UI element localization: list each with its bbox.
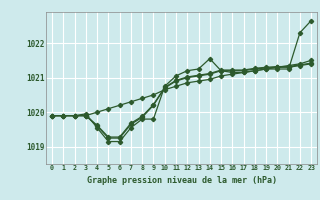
X-axis label: Graphe pression niveau de la mer (hPa): Graphe pression niveau de la mer (hPa) [87, 176, 276, 185]
